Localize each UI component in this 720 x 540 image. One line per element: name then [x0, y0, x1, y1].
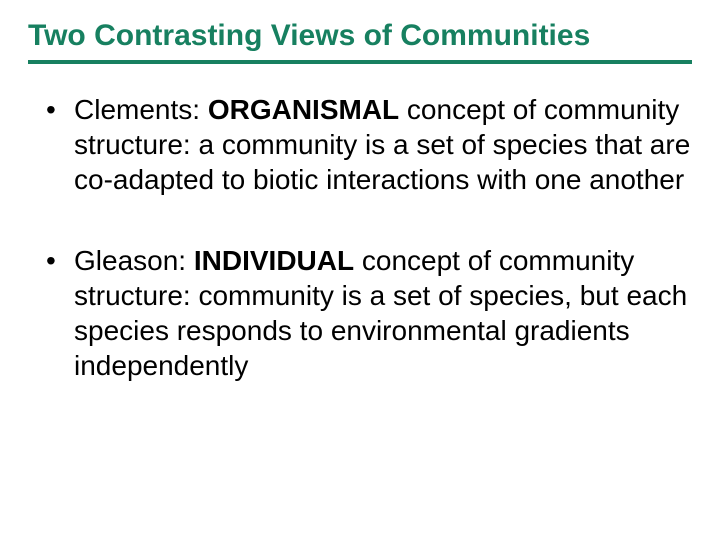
- list-item: Gleason: INDIVIDUAL concept of community…: [74, 243, 692, 383]
- bullet-strong: ORGANISMAL: [208, 94, 399, 125]
- slide-title: Two Contrasting Views of Communities: [28, 18, 692, 54]
- bullet-prefix: Clements:: [74, 94, 208, 125]
- list-item: Clements: ORGANISMAL concept of communit…: [74, 92, 692, 197]
- title-underline: [28, 60, 692, 64]
- bullet-list: Clements: ORGANISMAL concept of communit…: [28, 92, 692, 383]
- bullet-strong: INDIVIDUAL: [194, 245, 354, 276]
- bullet-prefix: Gleason:: [74, 245, 194, 276]
- slide: Two Contrasting Views of Communities Cle…: [0, 0, 720, 540]
